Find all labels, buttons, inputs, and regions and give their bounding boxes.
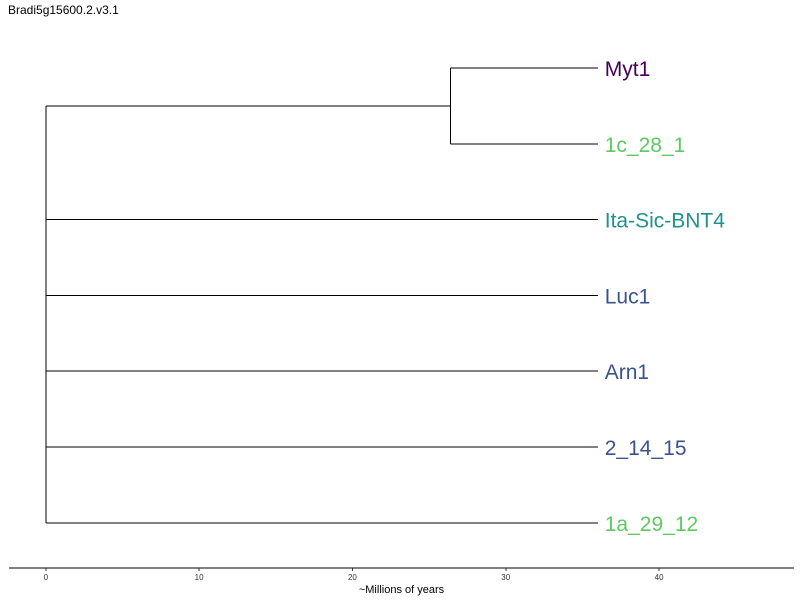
x-tick-label: 30 xyxy=(501,573,510,582)
x-axis-title: ~Millions of years xyxy=(359,584,445,596)
leaf-label: 1c_28_1 xyxy=(605,134,686,157)
x-tick-label: 10 xyxy=(195,573,204,582)
x-axis: 0 10 20 30 40 ~Millions of years xyxy=(9,567,794,596)
x-tick-label: 0 xyxy=(44,573,49,582)
leaf-label: 1a_29_12 xyxy=(605,513,698,536)
x-tick-label: 20 xyxy=(348,573,357,582)
branches xyxy=(45,67,598,524)
leaf-label: Ita-Sic-BNT4 xyxy=(605,210,726,233)
leaf-labels: Myt1 1c_28_1 Ita-Sic-BNT4 Luc1 Arn1 2_14_15 1a… xyxy=(605,58,726,536)
leaf-label: Arn1 xyxy=(605,361,649,384)
chart-title: Bradi5g15600.2.v3.1 xyxy=(8,3,119,17)
leaf-label: 2_14_15 xyxy=(605,437,687,460)
leaf-label: Myt1 xyxy=(605,58,651,81)
x-tick-label: 40 xyxy=(655,573,664,582)
x-axis-ticks: 0 10 20 30 40 xyxy=(44,568,664,582)
leaf-label: Luc1 xyxy=(605,285,651,308)
